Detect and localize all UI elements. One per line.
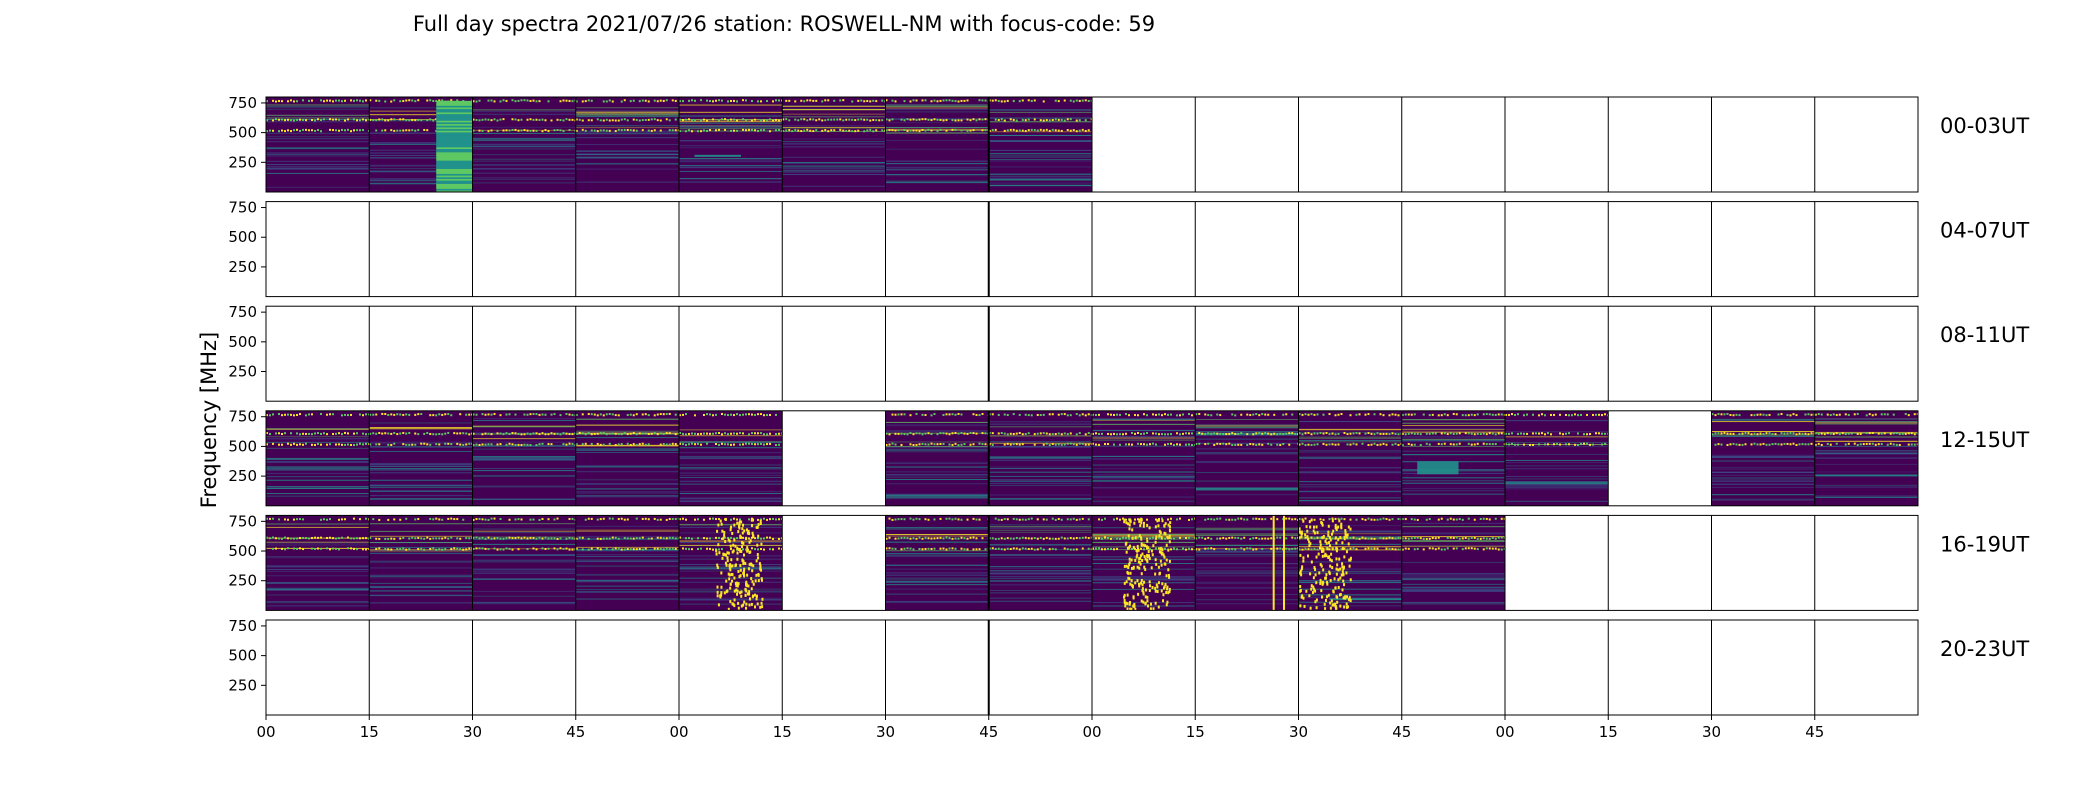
row-frame xyxy=(265,201,1919,298)
spectrum-segment xyxy=(1711,410,1816,506)
spectrum-segment xyxy=(988,515,1093,611)
y-tick-label: 750 xyxy=(228,94,257,112)
x-tick-label: 15 xyxy=(1599,723,1618,741)
x-tick-label: 30 xyxy=(876,723,895,741)
spectrum-segment xyxy=(266,410,370,506)
x-tick-label: 15 xyxy=(773,723,792,741)
y-tick-label: 750 xyxy=(228,199,257,217)
y-tick-label: 750 xyxy=(228,303,257,321)
row-frame xyxy=(265,514,1919,611)
spectrum-segment xyxy=(472,515,577,611)
spectrum-segment xyxy=(885,515,990,611)
spectral-feature xyxy=(694,154,741,157)
spectrum-segment xyxy=(679,410,783,506)
y-tick-label: 250 xyxy=(228,258,257,276)
spectrum-segment xyxy=(472,410,577,506)
spectrum-segment xyxy=(988,97,1093,192)
spectrum-segment xyxy=(1298,410,1403,506)
spectra-row: 250 500 750 00-03UT xyxy=(228,94,2029,193)
x-tick-label: 15 xyxy=(1186,723,1205,741)
spectrum-segment xyxy=(1195,410,1300,506)
spectrum-segment xyxy=(988,410,1093,506)
spectrum-segment xyxy=(1401,515,1506,611)
x-tick-label: 45 xyxy=(1392,723,1411,741)
spectra-row: 250 500 750 12-15UT xyxy=(228,408,2029,507)
spectra-row: 250 500 750 08-11UT xyxy=(228,303,2029,402)
y-tick-label: 500 xyxy=(228,124,257,142)
y-tick-label: 500 xyxy=(228,647,257,665)
x-tick-label: 30 xyxy=(1289,723,1308,741)
spectrum-segment xyxy=(1505,410,1609,506)
x-tick-label: 00 xyxy=(1082,723,1101,741)
spectrum-segment xyxy=(1092,515,1196,611)
spectrum-segment xyxy=(369,515,474,611)
row-label: 00-03UT xyxy=(1940,114,2029,138)
spectrum-segment xyxy=(575,97,680,192)
spectrum-segment xyxy=(782,97,887,192)
spectrum-segment xyxy=(266,515,370,611)
x-tick-label: 00 xyxy=(669,723,688,741)
x-tick-label: 30 xyxy=(1702,723,1721,741)
spectra-row: 250 500 750 16-19UT xyxy=(228,512,2029,611)
spectrum-segment xyxy=(1195,515,1300,611)
y-tick-label: 750 xyxy=(228,408,257,426)
spectrum-segment xyxy=(679,97,783,192)
spectrum-segment xyxy=(885,410,990,506)
row-label: 16-19UT xyxy=(1940,532,2029,556)
spectrum-segment xyxy=(575,410,680,506)
x-tick-label: 15 xyxy=(360,723,379,741)
y-tick-label: 250 xyxy=(228,676,257,694)
spectrum-segment xyxy=(575,515,680,611)
burst xyxy=(1123,518,1172,611)
burst xyxy=(1298,518,1352,611)
x-tick-label: 45 xyxy=(566,723,585,741)
spectrum-segment xyxy=(1401,410,1506,506)
x-tick-label: 00 xyxy=(1495,723,1514,741)
x-axis: 00 15 30 45 00 15 30 45 00 15 30 45 00 15 30 45 xyxy=(256,715,1824,741)
spectrum-segment xyxy=(472,97,577,192)
x-tick-label: 00 xyxy=(256,723,275,741)
y-tick-label: 250 xyxy=(228,467,257,485)
y-tick-label: 250 xyxy=(228,363,257,381)
y-tick-label: 750 xyxy=(228,512,257,530)
y-tick-label: 500 xyxy=(228,437,257,455)
y-tick-label: 500 xyxy=(228,228,257,246)
spectral-feature xyxy=(1417,461,1459,475)
row-frame xyxy=(265,305,1919,402)
burst xyxy=(715,517,764,611)
spectrum-segment xyxy=(1814,410,1918,506)
row-label: 20-23UT xyxy=(1940,637,2029,661)
row-frame xyxy=(265,410,1919,507)
x-tick-label: 45 xyxy=(1805,723,1824,741)
y-tick-label: 250 xyxy=(228,572,257,590)
row-frame xyxy=(265,96,1919,193)
burst xyxy=(1272,515,1286,611)
spectrum-segment xyxy=(369,410,474,506)
x-tick-label: 30 xyxy=(463,723,482,741)
y-tick-label: 500 xyxy=(228,333,257,351)
spectrum-segment xyxy=(885,97,990,192)
spectrum-segment xyxy=(266,97,370,192)
spectra-row: 250 500 750 20-23UT xyxy=(228,617,2029,716)
y-tick-label: 750 xyxy=(228,617,257,635)
spectra-rows: 250 500 750 00-03UT 250 500 750 04-07UT 250 500 75… xyxy=(228,94,2029,716)
spectra-row: 250 500 750 04-07UT xyxy=(228,199,2029,298)
burst xyxy=(436,100,473,192)
x-tick-label: 45 xyxy=(979,723,998,741)
y-tick-label: 250 xyxy=(228,153,257,171)
chart-title: Full day spectra 2021/07/26 station: ROS… xyxy=(413,12,1155,36)
spectrum-segment xyxy=(1092,410,1196,506)
row-label: 04-07UT xyxy=(1940,219,2029,243)
row-label: 12-15UT xyxy=(1940,428,2029,452)
y-axis-label: Frequency [MHz] xyxy=(197,332,221,508)
spectral-feature xyxy=(1329,598,1402,601)
y-tick-label: 500 xyxy=(228,542,257,560)
row-label: 08-11UT xyxy=(1940,323,2029,347)
